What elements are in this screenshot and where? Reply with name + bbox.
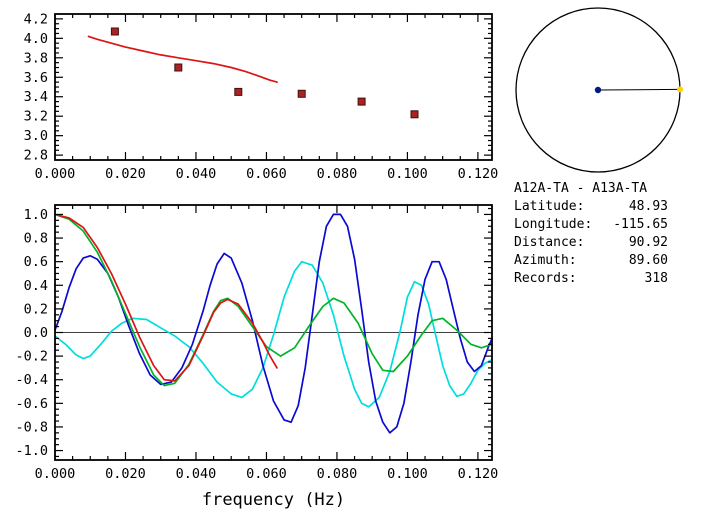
tick-label: 0.6 (24, 254, 48, 270)
tick-label: -0.6 (15, 396, 48, 412)
azimuth-label: Azimuth: (514, 253, 577, 268)
longitude-label: Longitude: (514, 217, 593, 232)
marker-measured-velocity-points (410, 110, 419, 119)
tick-label: 0.080 (317, 166, 358, 182)
tick-label: -1.0 (15, 443, 48, 459)
station-info-panel: A12A-TA - A13A-TA Latitude: 48.93 Longit… (514, 180, 668, 288)
dispersion-plot: 0.000 0.020 0.040 0.060 0.080 0.100 0.120 2.8 3.… (24, 11, 499, 182)
marker-measured-velocity-points (110, 27, 119, 36)
tick-label: 0.040 (176, 166, 217, 182)
series-model-dispersion-curve (87, 35, 278, 83)
latitude-value: 48.93 (628, 199, 668, 214)
correlation-plot: 0.000 0.020 0.040 0.060 0.080 0.100 0.120 -1.0 -… (15, 204, 499, 510)
marker-measured-velocity-points (297, 89, 306, 98)
tick-label: 3.0 (24, 128, 48, 144)
tick-label: 0.080 (317, 466, 358, 482)
series-blue-trace (54, 213, 493, 434)
tick-label: 0.040 (176, 466, 217, 482)
info-row-distance: Distance: 90.92 (514, 234, 668, 252)
latitude-label: Latitude: (514, 199, 585, 214)
tick-label: 0.8 (24, 231, 48, 247)
marker-measured-velocity-points (234, 87, 243, 96)
distance-label: Distance: (514, 235, 585, 250)
tick-label: 0.020 (105, 166, 146, 182)
station-center-dot (594, 86, 602, 94)
tick-label: -0.8 (15, 419, 48, 435)
tick-label: 0.0 (24, 325, 48, 341)
info-row-records: Records: 318 (514, 270, 668, 288)
azimuth-line (597, 88, 681, 91)
tick-label: 0.2 (24, 301, 48, 317)
tick-label: 2.8 (24, 148, 48, 164)
plot-frame (54, 13, 493, 161)
info-row-azimuth: Azimuth: 89.60 (514, 252, 668, 270)
longitude-value: -115.65 (613, 217, 668, 232)
tick-label: -0.4 (15, 372, 48, 388)
tick-label: 0.120 (458, 166, 499, 182)
tick-label: 0.060 (246, 466, 287, 482)
tick-label: 3.8 (24, 50, 48, 66)
tick-label: 0.000 (35, 466, 76, 482)
tick-label: 3.6 (24, 70, 48, 86)
tick-label: 0.100 (387, 166, 428, 182)
records-value: 318 (644, 271, 668, 286)
tick-label: 4.0 (24, 31, 48, 47)
plot-frame (54, 204, 493, 461)
tick-label: 1.0 (24, 207, 48, 223)
tick-label: 3.4 (24, 89, 48, 105)
records-label: Records: (514, 271, 577, 286)
series-green-trace (54, 213, 493, 387)
marker-measured-velocity-points (357, 97, 366, 106)
tick-label: 0.120 (458, 466, 499, 482)
azimuth-value: 89.60 (628, 253, 668, 268)
azimuth-marker-dot (677, 86, 683, 93)
series-cyan-trace (54, 260, 493, 408)
station-pair-title: A12A-TA - A13A-TA (514, 181, 648, 196)
tick-label: 0.100 (387, 466, 428, 482)
info-row-longitude: Longitude: -115.65 (514, 216, 668, 234)
tick-label: 0.060 (246, 166, 287, 182)
tick-label: 3.2 (24, 109, 48, 125)
x-axis-label: frequency (Hz) (202, 490, 345, 510)
info-row-latitude: Latitude: 48.93 (514, 198, 668, 216)
tick-label: 0.020 (105, 466, 146, 482)
series-red-trace (54, 213, 278, 382)
tick-label: -0.2 (15, 349, 48, 365)
tick-label: 0.4 (24, 278, 48, 294)
azimuth-dial (515, 7, 683, 173)
tick-label: 0.000 (35, 166, 76, 182)
marker-measured-velocity-points (174, 63, 183, 72)
distance-value: 90.92 (628, 235, 668, 250)
tick-label: 4.2 (24, 11, 48, 27)
